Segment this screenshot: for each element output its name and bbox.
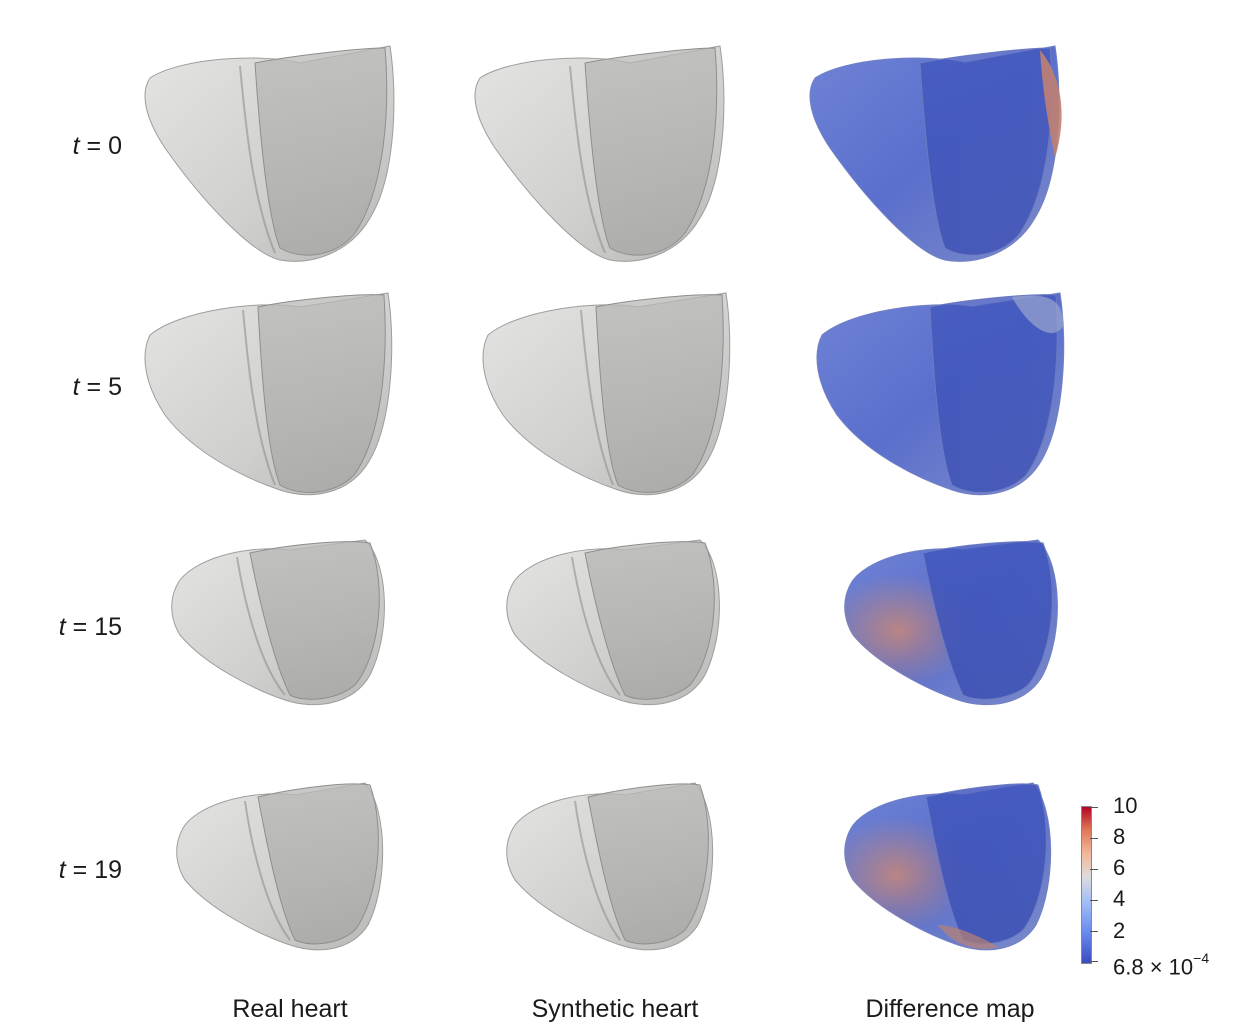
colorbar-tick-8: 8 (1113, 824, 1126, 849)
row-label-t19: t = 19 (58, 856, 122, 884)
synthetic-heart-t15 (506, 539, 720, 706)
row-label-t15: t = 15 (58, 613, 122, 641)
column-label-synthetic-heart: Synthetic heart (531, 995, 699, 1023)
difference-map-t19 (844, 782, 1052, 951)
real-heart-t0 (144, 45, 395, 262)
difference-map-t0 (809, 45, 1062, 262)
colorbar-tick-mark (1090, 838, 1098, 839)
colorbar-tick-mark (1090, 900, 1098, 901)
colorbar-tick-2: 2 (1113, 918, 1126, 943)
colorbar-tick-min: 6.8 × 10−4 (1113, 950, 1210, 980)
synthetic-heart-t5 (482, 292, 731, 496)
colorbar-tick-mark (1090, 931, 1098, 932)
synthetic-heart-t19 (506, 782, 714, 951)
colorbar-tick-mark (1090, 869, 1098, 870)
colorbar-tick-mark (1090, 961, 1098, 962)
difference-map-t5 (816, 292, 1065, 496)
colorbar (1081, 806, 1092, 964)
real-heart-t19 (176, 782, 384, 951)
column-label-difference-map: Difference map (865, 995, 1035, 1023)
row-label-t5: t = 5 (72, 373, 122, 401)
column-label-real-heart: Real heart (232, 995, 348, 1023)
colorbar-tick-10: 10 (1113, 793, 1138, 818)
real-heart-t5 (144, 292, 393, 496)
real-heart-t15 (171, 539, 385, 706)
synthetic-heart-t0 (474, 45, 725, 262)
difference-map-t15 (844, 539, 1058, 706)
colorbar-tick-6: 6 (1113, 855, 1126, 880)
colorbar-tick-4: 4 (1113, 886, 1126, 911)
row-label-t0: t = 0 (72, 132, 122, 160)
colorbar-tick-mark (1090, 807, 1098, 808)
